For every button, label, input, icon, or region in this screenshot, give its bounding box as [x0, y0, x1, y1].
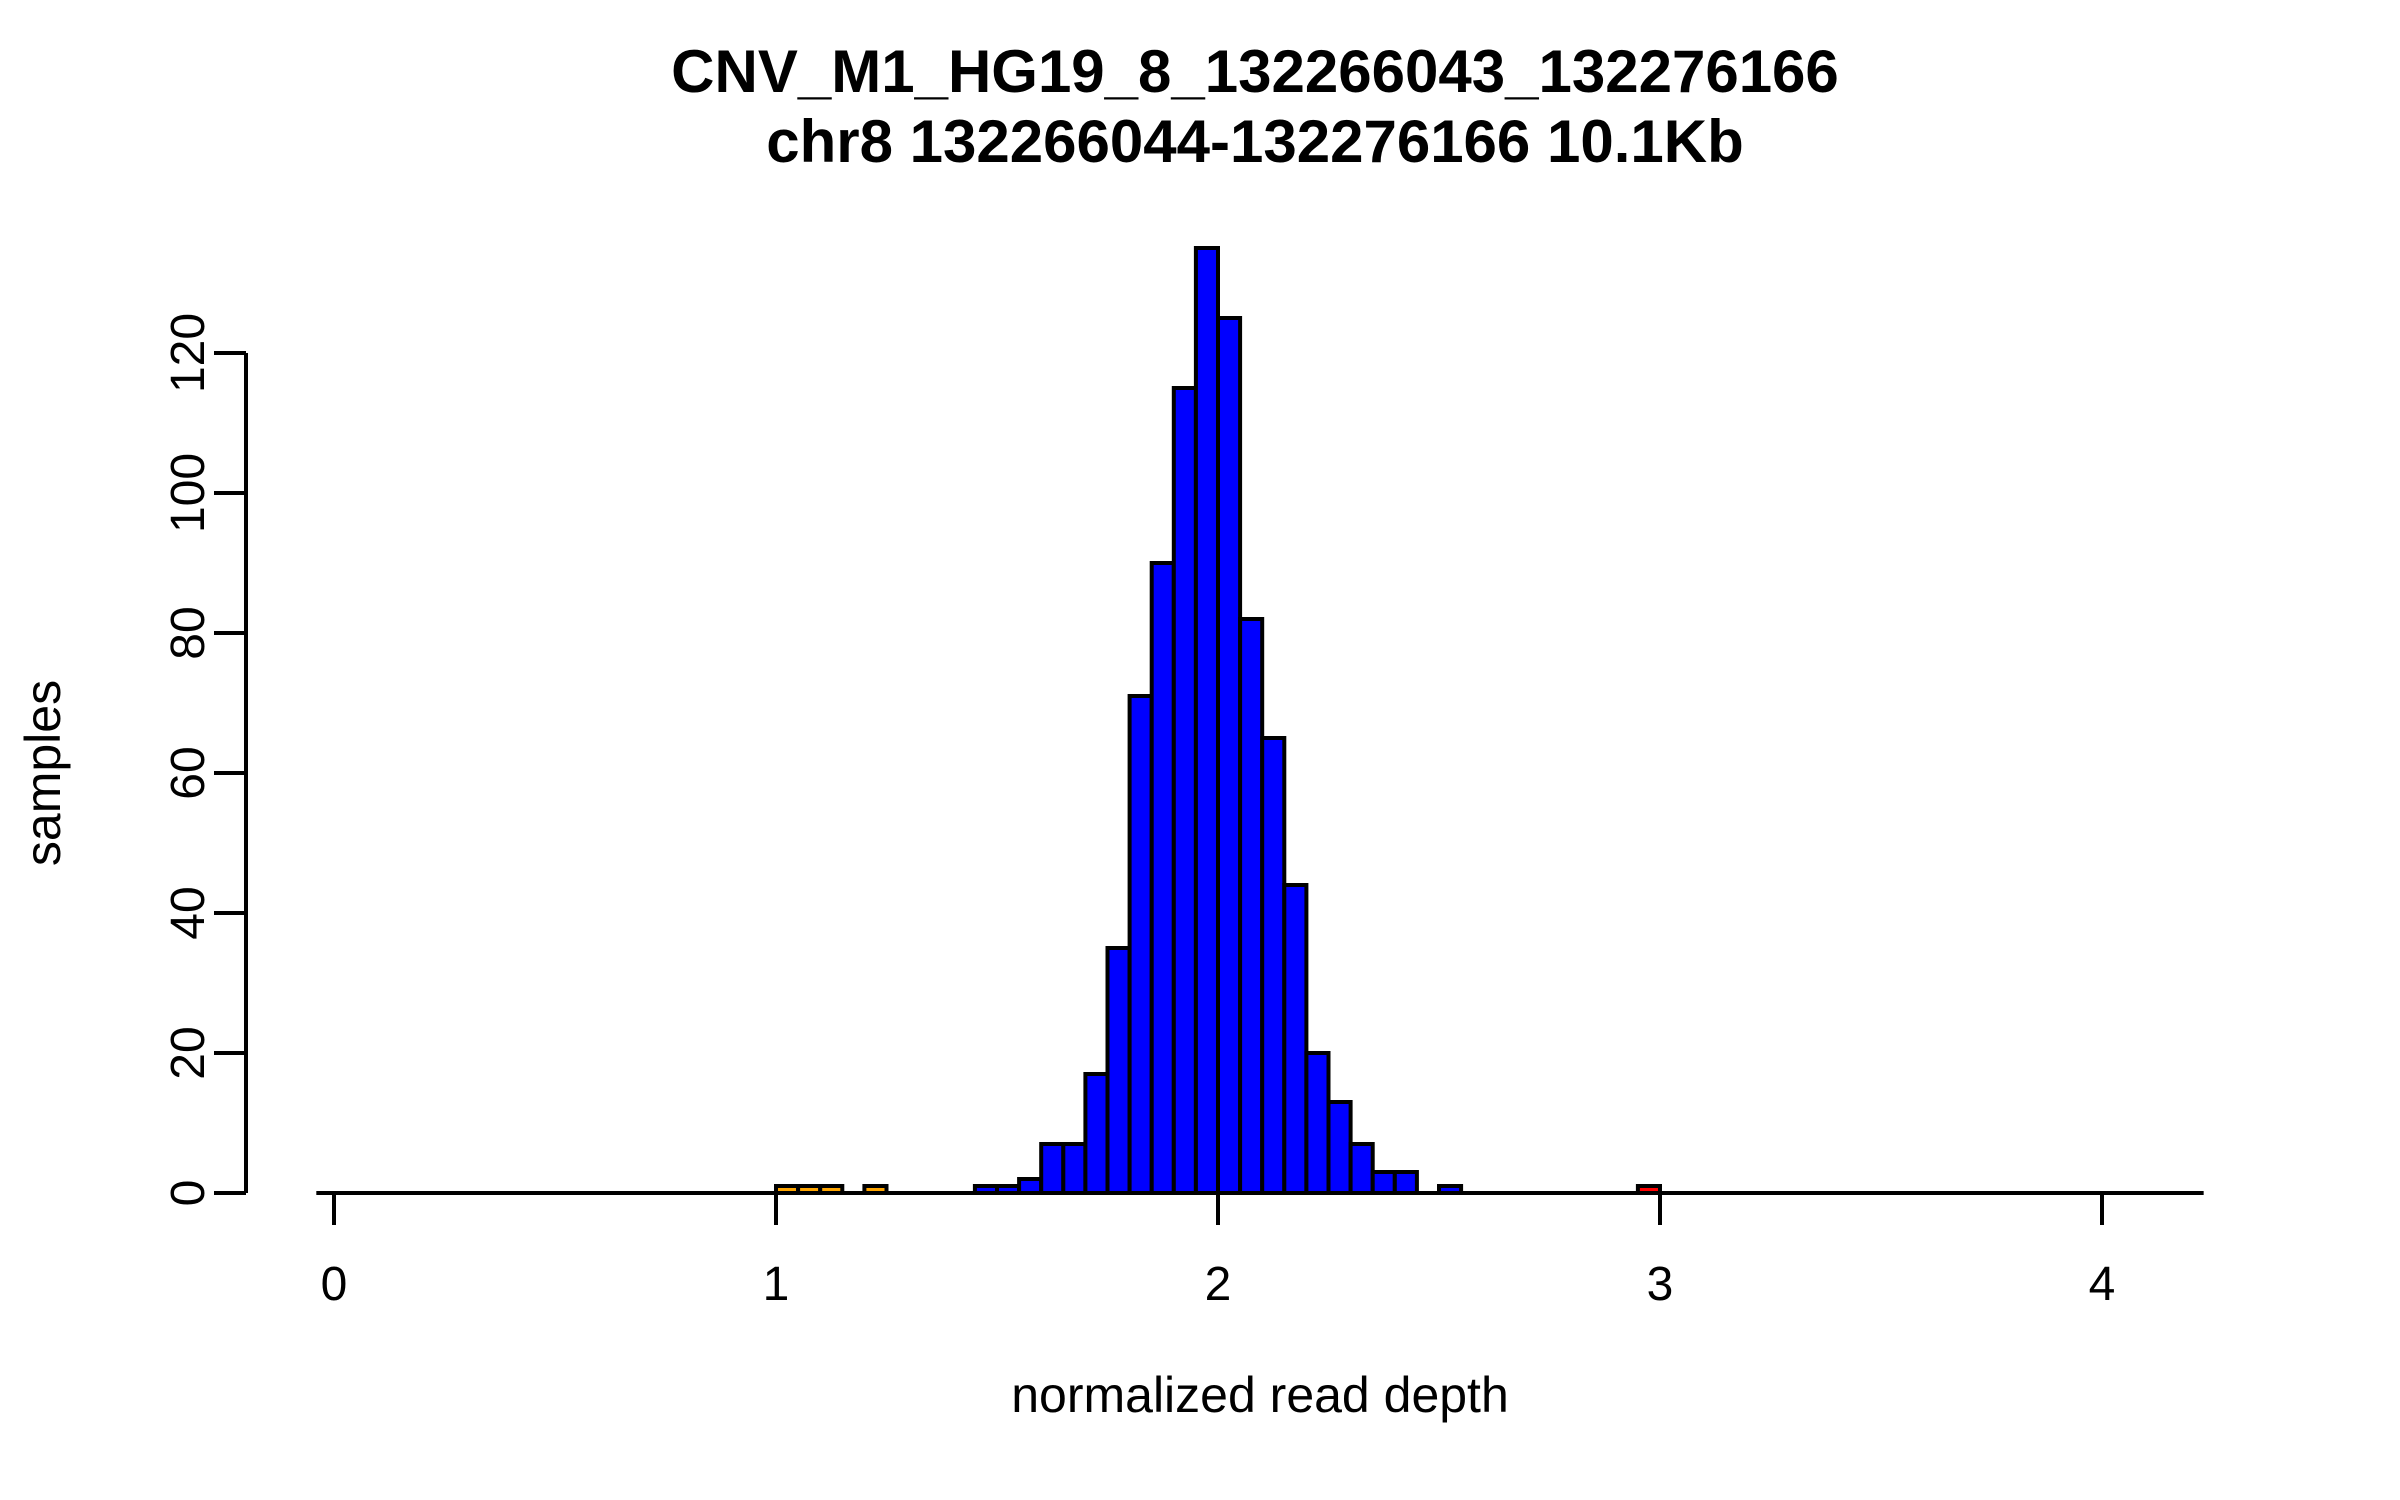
- histogram-bar: [1193, 246, 1221, 1195]
- y-axis-label: samples: [15, 680, 71, 866]
- histogram-bar: [1304, 1051, 1331, 1195]
- x-tick-label: 2: [1205, 1258, 1232, 1311]
- x-tick-label: 3: [1647, 1258, 1674, 1311]
- y-axis: 0 20 40 60 80 100 120: [162, 313, 248, 1207]
- chart-title: CNV_M1_HG19_8_132266043_132276166: [671, 38, 1839, 105]
- x-tick-label: 4: [2089, 1258, 2116, 1311]
- x-tick-label: 1: [763, 1258, 790, 1311]
- y-tick-label: 20: [162, 1026, 215, 1079]
- y-tick-label: 120: [162, 313, 215, 393]
- histogram-bar: [1017, 1177, 1044, 1195]
- histogram-bar: [1039, 1142, 1066, 1195]
- x-tick-label: 0: [321, 1258, 348, 1311]
- y-tick-label: 80: [162, 606, 215, 659]
- y-tick-label: 60: [162, 746, 215, 799]
- histogram-bar: [1238, 617, 1265, 1195]
- histogram-bar: [1149, 561, 1176, 1195]
- histogram-bar: [1061, 1142, 1088, 1195]
- histogram-bar: [1260, 736, 1287, 1195]
- x-axis: 0 1 2 3 4: [316, 1191, 2204, 1311]
- histogram-bar: [1326, 1100, 1353, 1195]
- y-tick-label: 40: [162, 886, 215, 939]
- y-tick-label: 0: [162, 1180, 215, 1207]
- y-tick-label: 100: [162, 453, 215, 533]
- histogram-bar: [1105, 946, 1132, 1195]
- histogram-bar: [1370, 1170, 1397, 1195]
- histogram-bar: [1392, 1170, 1419, 1195]
- histogram-bar: [1282, 883, 1309, 1195]
- chart-subtitle: chr8 132266044-132276166 10.1Kb: [766, 108, 1743, 175]
- histogram-bar: [1216, 316, 1243, 1195]
- histogram-bar: [1171, 386, 1198, 1195]
- histogram-bar: [1348, 1142, 1375, 1195]
- histogram-bar: [1127, 694, 1154, 1195]
- histogram-bars: [774, 246, 1663, 1195]
- histogram-bar: [1083, 1072, 1110, 1195]
- x-axis-label: normalized read depth: [1011, 1367, 1509, 1423]
